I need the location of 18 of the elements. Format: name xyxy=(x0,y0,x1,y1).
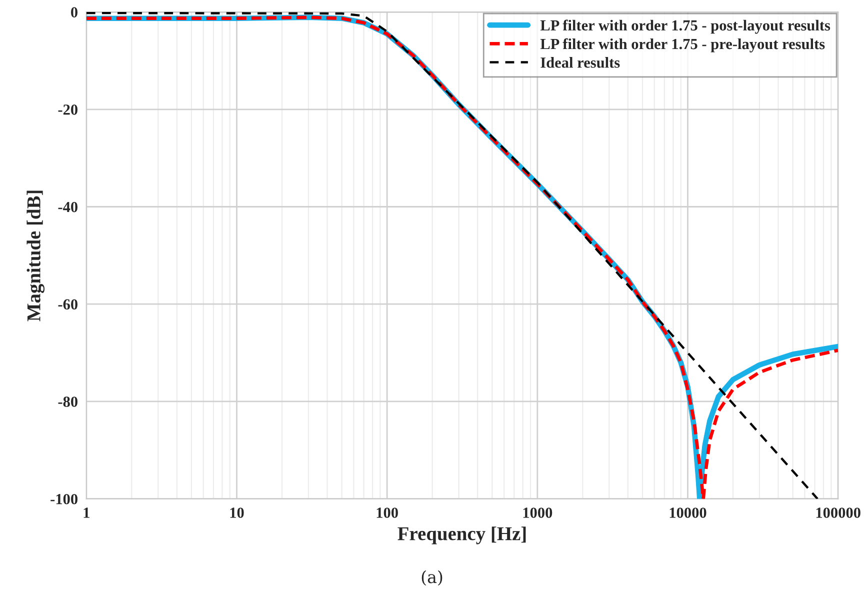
x-tick-label: 1 xyxy=(84,508,90,518)
y-tick-label: -40 xyxy=(58,202,78,212)
x-tick-label: 100000 xyxy=(816,508,860,518)
y-tick-label: -20 xyxy=(58,104,78,115)
y-axis-title: Magnitude [dB] xyxy=(26,190,45,322)
legend-label: Ideal results xyxy=(540,57,620,68)
y-tick-label: -80 xyxy=(58,396,78,407)
x-tick-label: 10 xyxy=(230,508,244,518)
y-tick-label: -60 xyxy=(58,299,78,310)
y-tick-label: 0 xyxy=(71,7,78,18)
legend-label: LP filter with order 1.75 - post-layout results xyxy=(540,20,830,34)
text: (a) xyxy=(422,570,442,586)
x-tick-label: 10000 xyxy=(670,508,706,518)
legend-label: LP filter with order 1.75 - pre-layout results xyxy=(540,38,825,52)
x-axis-title: Frequency [Hz] xyxy=(398,526,526,544)
x-tick-label: 100 xyxy=(376,508,398,518)
x-tick-label: 1000 xyxy=(523,508,552,518)
y-tick-label: -100 xyxy=(50,494,78,504)
